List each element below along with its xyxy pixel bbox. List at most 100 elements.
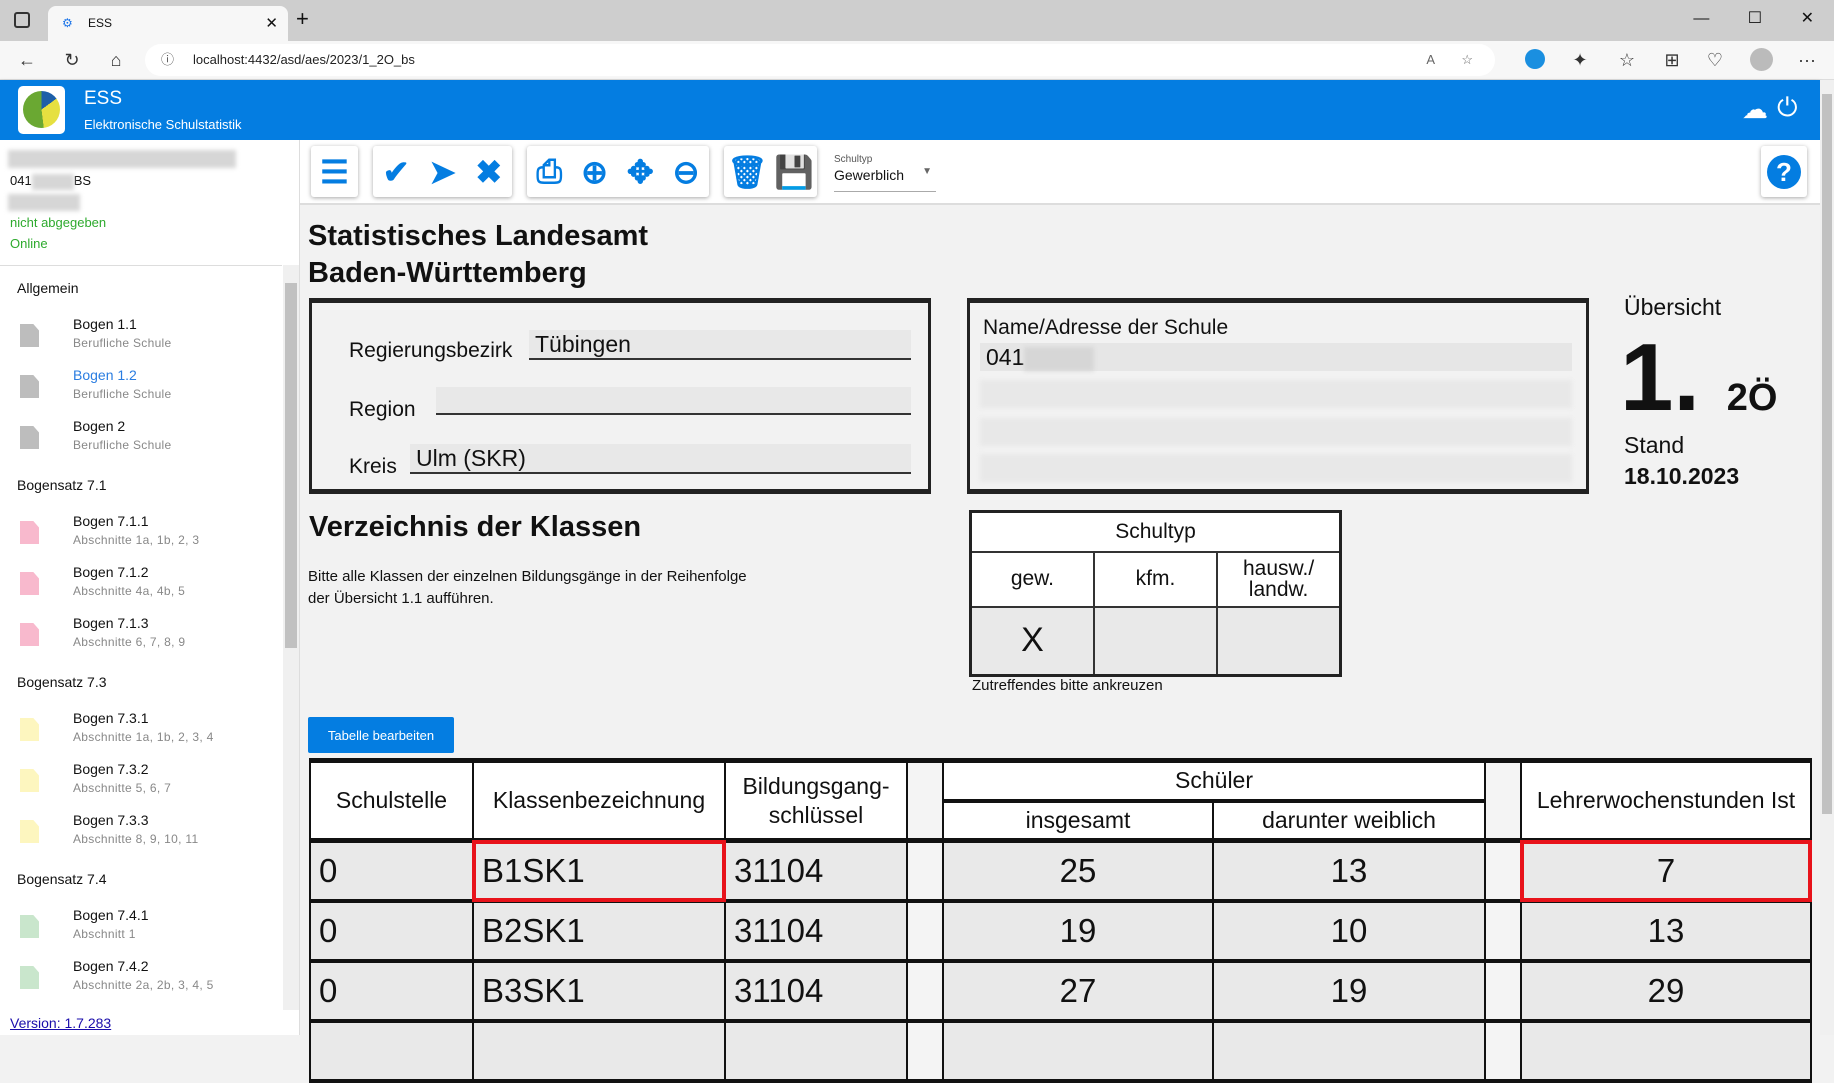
- cell-bildungsgangschluessel[interactable]: 31104: [724, 899, 908, 963]
- schultyp-checkbox-gew[interactable]: X: [969, 605, 1095, 677]
- schultyp-checkbox-hausw[interactable]: [1216, 605, 1342, 677]
- browser-tab-bar: [0, 0, 1834, 41]
- check-icon[interactable]: ✔: [382, 153, 410, 190]
- url-input[interactable]: ⓘ localhost:4432/asd/aes/2023/1_2O_bs A ☆: [145, 44, 1495, 76]
- nav-item[interactable]: Bogen 7.1.2 Abschnitte 4a, 4b, 5: [0, 558, 282, 609]
- cell-bildungsgangschluessel[interactable]: 31104: [724, 959, 908, 1023]
- nav-item[interactable]: Bogen 7.4.1 Abschnitt 1: [0, 901, 282, 952]
- cell-darunter-weiblich[interactable]: 19: [1211, 959, 1487, 1023]
- cell-lehrerwochenstunden[interactable]: 13: [1520, 899, 1813, 963]
- edit-table-button[interactable]: Tabelle bearbeiten: [308, 717, 454, 753]
- profile-avatar[interactable]: [1750, 48, 1773, 71]
- cell-schulstelle[interactable]: [309, 1019, 474, 1083]
- browser-health-icon[interactable]: ♡: [1706, 50, 1724, 70]
- help-button[interactable]: ?: [1761, 146, 1807, 197]
- document-icon: [20, 718, 39, 741]
- document-icon: [20, 426, 39, 449]
- nav-item[interactable]: Bogen 7.1.3 Abschnitte 6, 7, 8, 9: [0, 609, 282, 660]
- schultyp-select[interactable]: Schultyp Gewerblich ▼: [834, 154, 936, 192]
- reload-icon[interactable]: ↻: [64, 50, 80, 70]
- region-field[interactable]: [436, 387, 911, 415]
- header-spacer: [906, 758, 944, 843]
- cell-klassenbezeichnung[interactable]: B2SK1: [472, 899, 726, 963]
- power-icon[interactable]: ⏻: [1777, 92, 1798, 122]
- cell-insgesamt[interactable]: 25: [942, 839, 1214, 903]
- nav-item[interactable]: Bogen 2 Berufliche Schule: [0, 412, 282, 463]
- version-link[interactable]: Version: 1.7.283: [10, 1015, 112, 1031]
- cell-schulstelle[interactable]: 0: [309, 839, 474, 903]
- header-lehrerwochenstunden: Lehrerwochenstunden Ist: [1520, 758, 1813, 843]
- cell-lehrerwochenstunden[interactable]: [1520, 1019, 1813, 1083]
- save-icon[interactable]: 💾: [774, 153, 814, 190]
- collections-icon[interactable]: ⊞: [1664, 50, 1680, 70]
- print-icon[interactable]: ⎙: [536, 152, 563, 189]
- nav-item[interactable]: Bogen 1.2 Berufliche Schule: [0, 361, 282, 412]
- cell-darunter-weiblich[interactable]: 10: [1211, 899, 1487, 963]
- tab-actions-icon[interactable]: [14, 12, 30, 28]
- extensions-puzzle-icon[interactable]: ✦: [1572, 50, 1588, 70]
- schultyp-hint: Zutreffendes bitte ankreuzen: [972, 677, 1163, 694]
- nav-item-title: Bogen 7.4.3: [73, 1009, 149, 1010]
- cell-lehrerwochenstunden[interactable]: 7: [1520, 839, 1813, 903]
- new-tab-icon[interactable]: +: [296, 6, 309, 31]
- sidebar-scrollbar[interactable]: [283, 265, 299, 1010]
- row-spacer: [1484, 839, 1523, 903]
- cloud-download-icon[interactable]: ☁: [1742, 94, 1768, 124]
- favorites-icon[interactable]: ☆: [1618, 50, 1636, 70]
- cell-schulstelle[interactable]: 0: [309, 899, 474, 963]
- nav-item[interactable]: Bogen 7.3.3 Abschnitte 8, 9, 10, 11: [0, 806, 282, 857]
- kreis-label: Kreis: [349, 455, 397, 478]
- schultyp-checkbox-kfm[interactable]: [1092, 605, 1219, 677]
- nav-item[interactable]: Bogen 1.1 Berufliche Schule: [0, 310, 282, 361]
- send-icon[interactable]: ➤: [429, 153, 456, 190]
- zoom-out-icon[interactable]: ⊖: [672, 153, 700, 190]
- document-icon: [20, 375, 39, 398]
- schultyp-title: Schultyp: [969, 510, 1342, 553]
- zoom-in-icon[interactable]: ⊕: [581, 153, 608, 190]
- back-icon[interactable]: ←: [18, 50, 36, 70]
- nav-item-subtitle: Abschnitte 1a, 1b, 2, 3, 4: [73, 730, 214, 744]
- nav-item-title: Bogen 7.1.2: [73, 564, 149, 580]
- more-menu-icon[interactable]: ···: [1798, 50, 1816, 70]
- nav-item[interactable]: Bogen 7.1.1 Abschnitte 1a, 1b, 2, 3: [0, 507, 282, 558]
- cell-insgesamt[interactable]: 27: [942, 959, 1214, 1023]
- close-tab-icon[interactable]: ✕: [265, 15, 278, 32]
- favorite-star-icon[interactable]: ☆: [1461, 52, 1473, 67]
- nav-item[interactable]: Bogen 7.4.2 Abschnitte 2a, 2b, 3, 4, 5: [0, 952, 282, 1003]
- cell-insgesamt[interactable]: [942, 1019, 1214, 1083]
- move-icon[interactable]: ✥: [626, 153, 654, 190]
- page-scrollbar[interactable]: [1820, 80, 1834, 1035]
- row-spacer: [1484, 1019, 1523, 1083]
- nav-item-subtitle: Abschnitte 5, 6, 7: [73, 781, 172, 795]
- cell-insgesamt[interactable]: 19: [942, 899, 1214, 963]
- window-controls[interactable]: — ☐ ✕: [1693, 10, 1814, 27]
- regierungsbezirk-field[interactable]: Tübingen: [529, 330, 911, 360]
- cell-klassenbezeichnung[interactable]: [472, 1019, 726, 1083]
- school-code-field[interactable]: 041: [980, 343, 1572, 371]
- browser-tab[interactable]: ESS ✕ ⚙: [48, 6, 288, 41]
- cell-bildungsgangschluessel[interactable]: 31104: [724, 839, 908, 903]
- section-title: Verzeichnis der Klassen: [309, 511, 642, 543]
- nav-item[interactable]: Bogen 7.3.1 Abschnitte 1a, 1b, 2, 3, 4: [0, 704, 282, 755]
- cancel-icon[interactable]: ✖: [475, 153, 503, 190]
- hamburger-icon: ☰: [320, 153, 349, 190]
- cell-klassenbezeichnung[interactable]: B3SK1: [472, 959, 726, 1023]
- kreis-field[interactable]: Ulm (SKR): [410, 444, 911, 474]
- nav-item-subtitle: Abschnitte 6, 7, 8, 9: [73, 635, 186, 649]
- row-spacer: [906, 899, 944, 963]
- read-aloud-icon[interactable]: A: [1426, 52, 1435, 67]
- menu-button[interactable]: ☰: [311, 146, 358, 197]
- extension-icon[interactable]: [1525, 49, 1545, 69]
- cell-darunter-weiblich[interactable]: 13: [1211, 839, 1487, 903]
- cell-darunter-weiblich[interactable]: [1211, 1019, 1487, 1083]
- cell-klassenbezeichnung[interactable]: B1SK1: [472, 839, 726, 903]
- page-title: Statistisches Landesamt Baden-Württemberg: [308, 220, 649, 289]
- trash-icon[interactable]: 🗑: [727, 153, 768, 190]
- nav-item-subtitle: Berufliche Schule: [73, 387, 172, 401]
- cell-schulstelle[interactable]: 0: [309, 959, 474, 1023]
- home-icon[interactable]: ⌂: [110, 50, 122, 70]
- cell-lehrerwochenstunden[interactable]: 29: [1520, 959, 1813, 1023]
- nav-item[interactable]: Bogen 7.3.2 Abschnitte 5, 6, 7: [0, 755, 282, 806]
- cell-bildungsgangschluessel[interactable]: [724, 1019, 908, 1083]
